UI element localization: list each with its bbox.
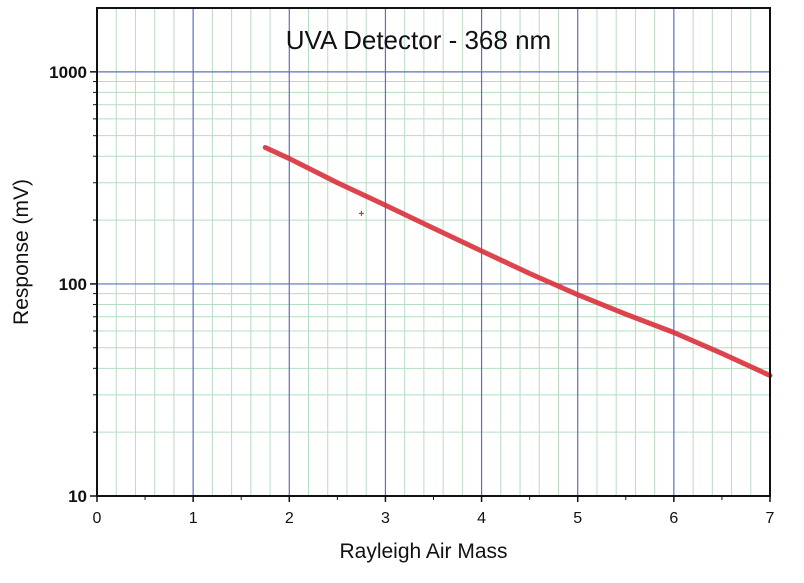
x-tick-label: 1	[189, 510, 198, 527]
x-tick-label: 5	[573, 510, 582, 527]
minor-gridlines	[97, 8, 770, 496]
series-layer	[265, 147, 770, 375]
chart-title: UVA Detector - 368 nm	[286, 25, 551, 55]
axis-tick-labels: 0 1 2 3 4 5 6 7 10 100 1000	[49, 63, 774, 527]
x-axis-title: Rayleigh Air Mass	[339, 540, 507, 563]
x-tick-label: 0	[93, 510, 102, 527]
y-axis-title: Response (mV)	[10, 179, 33, 325]
outlier-point	[359, 211, 364, 216]
x-tick-label: 6	[669, 510, 678, 527]
series-line	[265, 147, 770, 375]
x-tick-label: 2	[285, 510, 294, 527]
x-tick-label: 3	[381, 510, 390, 527]
x-tick-label: 4	[477, 510, 486, 527]
y-tick-label: 1000	[49, 63, 87, 82]
y-tick-label: 10	[68, 487, 87, 506]
y-tick-label: 100	[59, 275, 87, 294]
axis-ticks	[90, 72, 770, 502]
x-tick-label: 7	[766, 510, 775, 527]
